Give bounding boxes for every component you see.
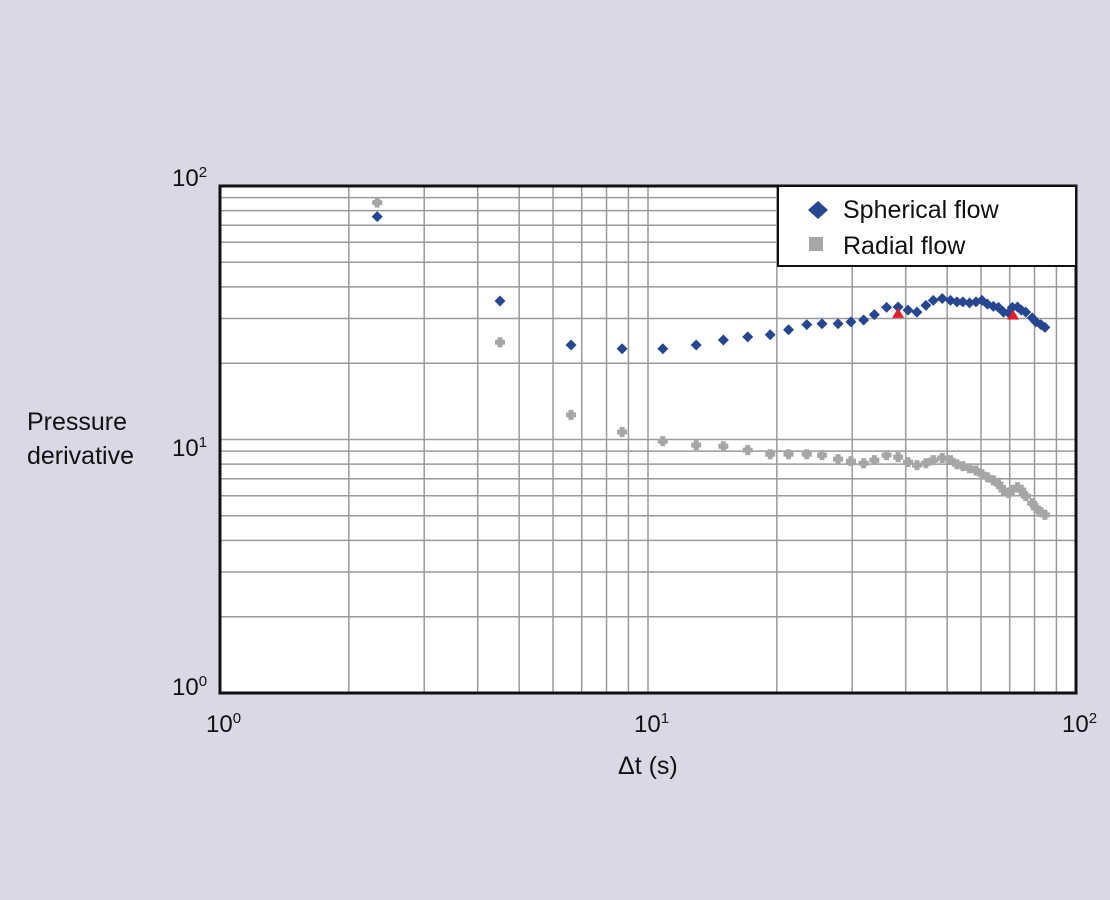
spherical-flow-point	[951, 296, 963, 308]
radial-flow-point	[372, 197, 383, 208]
red-triangle-marker	[1007, 309, 1020, 320]
square-marker-icon	[809, 237, 823, 251]
y-tick-100: 102	[172, 164, 207, 192]
data-points	[371, 197, 1051, 520]
legend-item-radial-flow: Radial flow	[809, 232, 966, 260]
x-tick-100: 102	[1062, 710, 1097, 738]
radial-flow-point	[993, 479, 1004, 490]
plot-frame	[218, 184, 1078, 695]
spherical-flow-point	[892, 301, 904, 313]
spherical-flow-point	[742, 331, 754, 343]
spherical-flow-point	[911, 306, 923, 318]
spherical-flow-point	[957, 296, 969, 308]
spherical-flow-point	[936, 292, 948, 304]
radial-flow-point	[833, 454, 844, 465]
legend-item-spherical-flow: Spherical flow	[808, 196, 1000, 224]
spherical-flow-point	[816, 318, 828, 330]
radial-flow-point	[783, 449, 794, 460]
y-axis-label-line1: Pressure	[27, 408, 127, 436]
x-axis-label: Δt (s)	[618, 752, 678, 780]
spherical-flow-point	[783, 324, 795, 336]
radial-flow-point	[881, 450, 892, 461]
y-tick-10: 101	[172, 434, 207, 462]
radial-flow-point	[742, 445, 753, 456]
legend-label-spherical: Spherical flow	[843, 196, 1000, 224]
x-tick-1: 100	[206, 710, 241, 738]
spherical-flow-point	[657, 343, 669, 355]
radial-flow-point	[869, 455, 880, 466]
spherical-flow-point	[764, 329, 776, 341]
spherical-flow-point	[832, 318, 844, 330]
radial-flow-point	[858, 458, 869, 469]
spherical-flow-point	[801, 319, 813, 331]
spherical-flow-point	[881, 301, 893, 313]
spherical-flow-point	[565, 339, 577, 351]
radial-flow-point	[718, 441, 729, 452]
spherical-flow-point	[371, 211, 383, 223]
radial-flow-point	[928, 455, 939, 466]
spherical-flow-point	[927, 294, 939, 306]
radial-flow-point	[657, 436, 668, 447]
legend: Spherical flow Radial flow	[777, 185, 1077, 267]
spherical-flow-point	[494, 295, 506, 307]
radial-flow-point	[902, 457, 913, 468]
spherical-flow-point	[920, 299, 932, 311]
red-triangle-marker	[892, 307, 905, 318]
radial-flow-point	[617, 427, 628, 438]
spherical-flow-point	[1039, 321, 1051, 333]
spherical-flow-point	[1020, 306, 1032, 318]
radial-flow-point	[816, 450, 827, 461]
spherical-flow-point	[964, 297, 976, 309]
spherical-flow-point	[902, 304, 914, 316]
spherical-flow-point	[858, 314, 870, 326]
radial-flow-point	[1039, 509, 1050, 520]
radial-flow-point	[566, 409, 577, 420]
radial-flow-point	[1020, 491, 1031, 502]
radial-flow-point	[765, 449, 776, 460]
x-tick-10: 101	[634, 710, 669, 738]
y-tick-1: 100	[172, 673, 207, 701]
radial-flow-point	[691, 440, 702, 451]
spherical-flow-point	[690, 339, 702, 351]
legend-box	[777, 185, 1077, 267]
legend-label-radial: Radial flow	[843, 232, 966, 260]
radial-flow-point	[893, 452, 904, 463]
radial-flow-point	[801, 449, 812, 460]
y-axis-label-line2: derivative	[27, 442, 134, 470]
spherical-flow-point	[616, 343, 628, 355]
diamond-marker-icon	[808, 201, 828, 219]
spherical-flow-point	[717, 334, 729, 346]
radial-flow-point	[911, 460, 922, 471]
radial-flow-point	[494, 337, 505, 348]
radial-flow-point	[937, 453, 948, 464]
spherical-flow-point	[845, 316, 857, 328]
spherical-flow-point	[868, 309, 880, 321]
radial-flow-point	[845, 456, 856, 467]
